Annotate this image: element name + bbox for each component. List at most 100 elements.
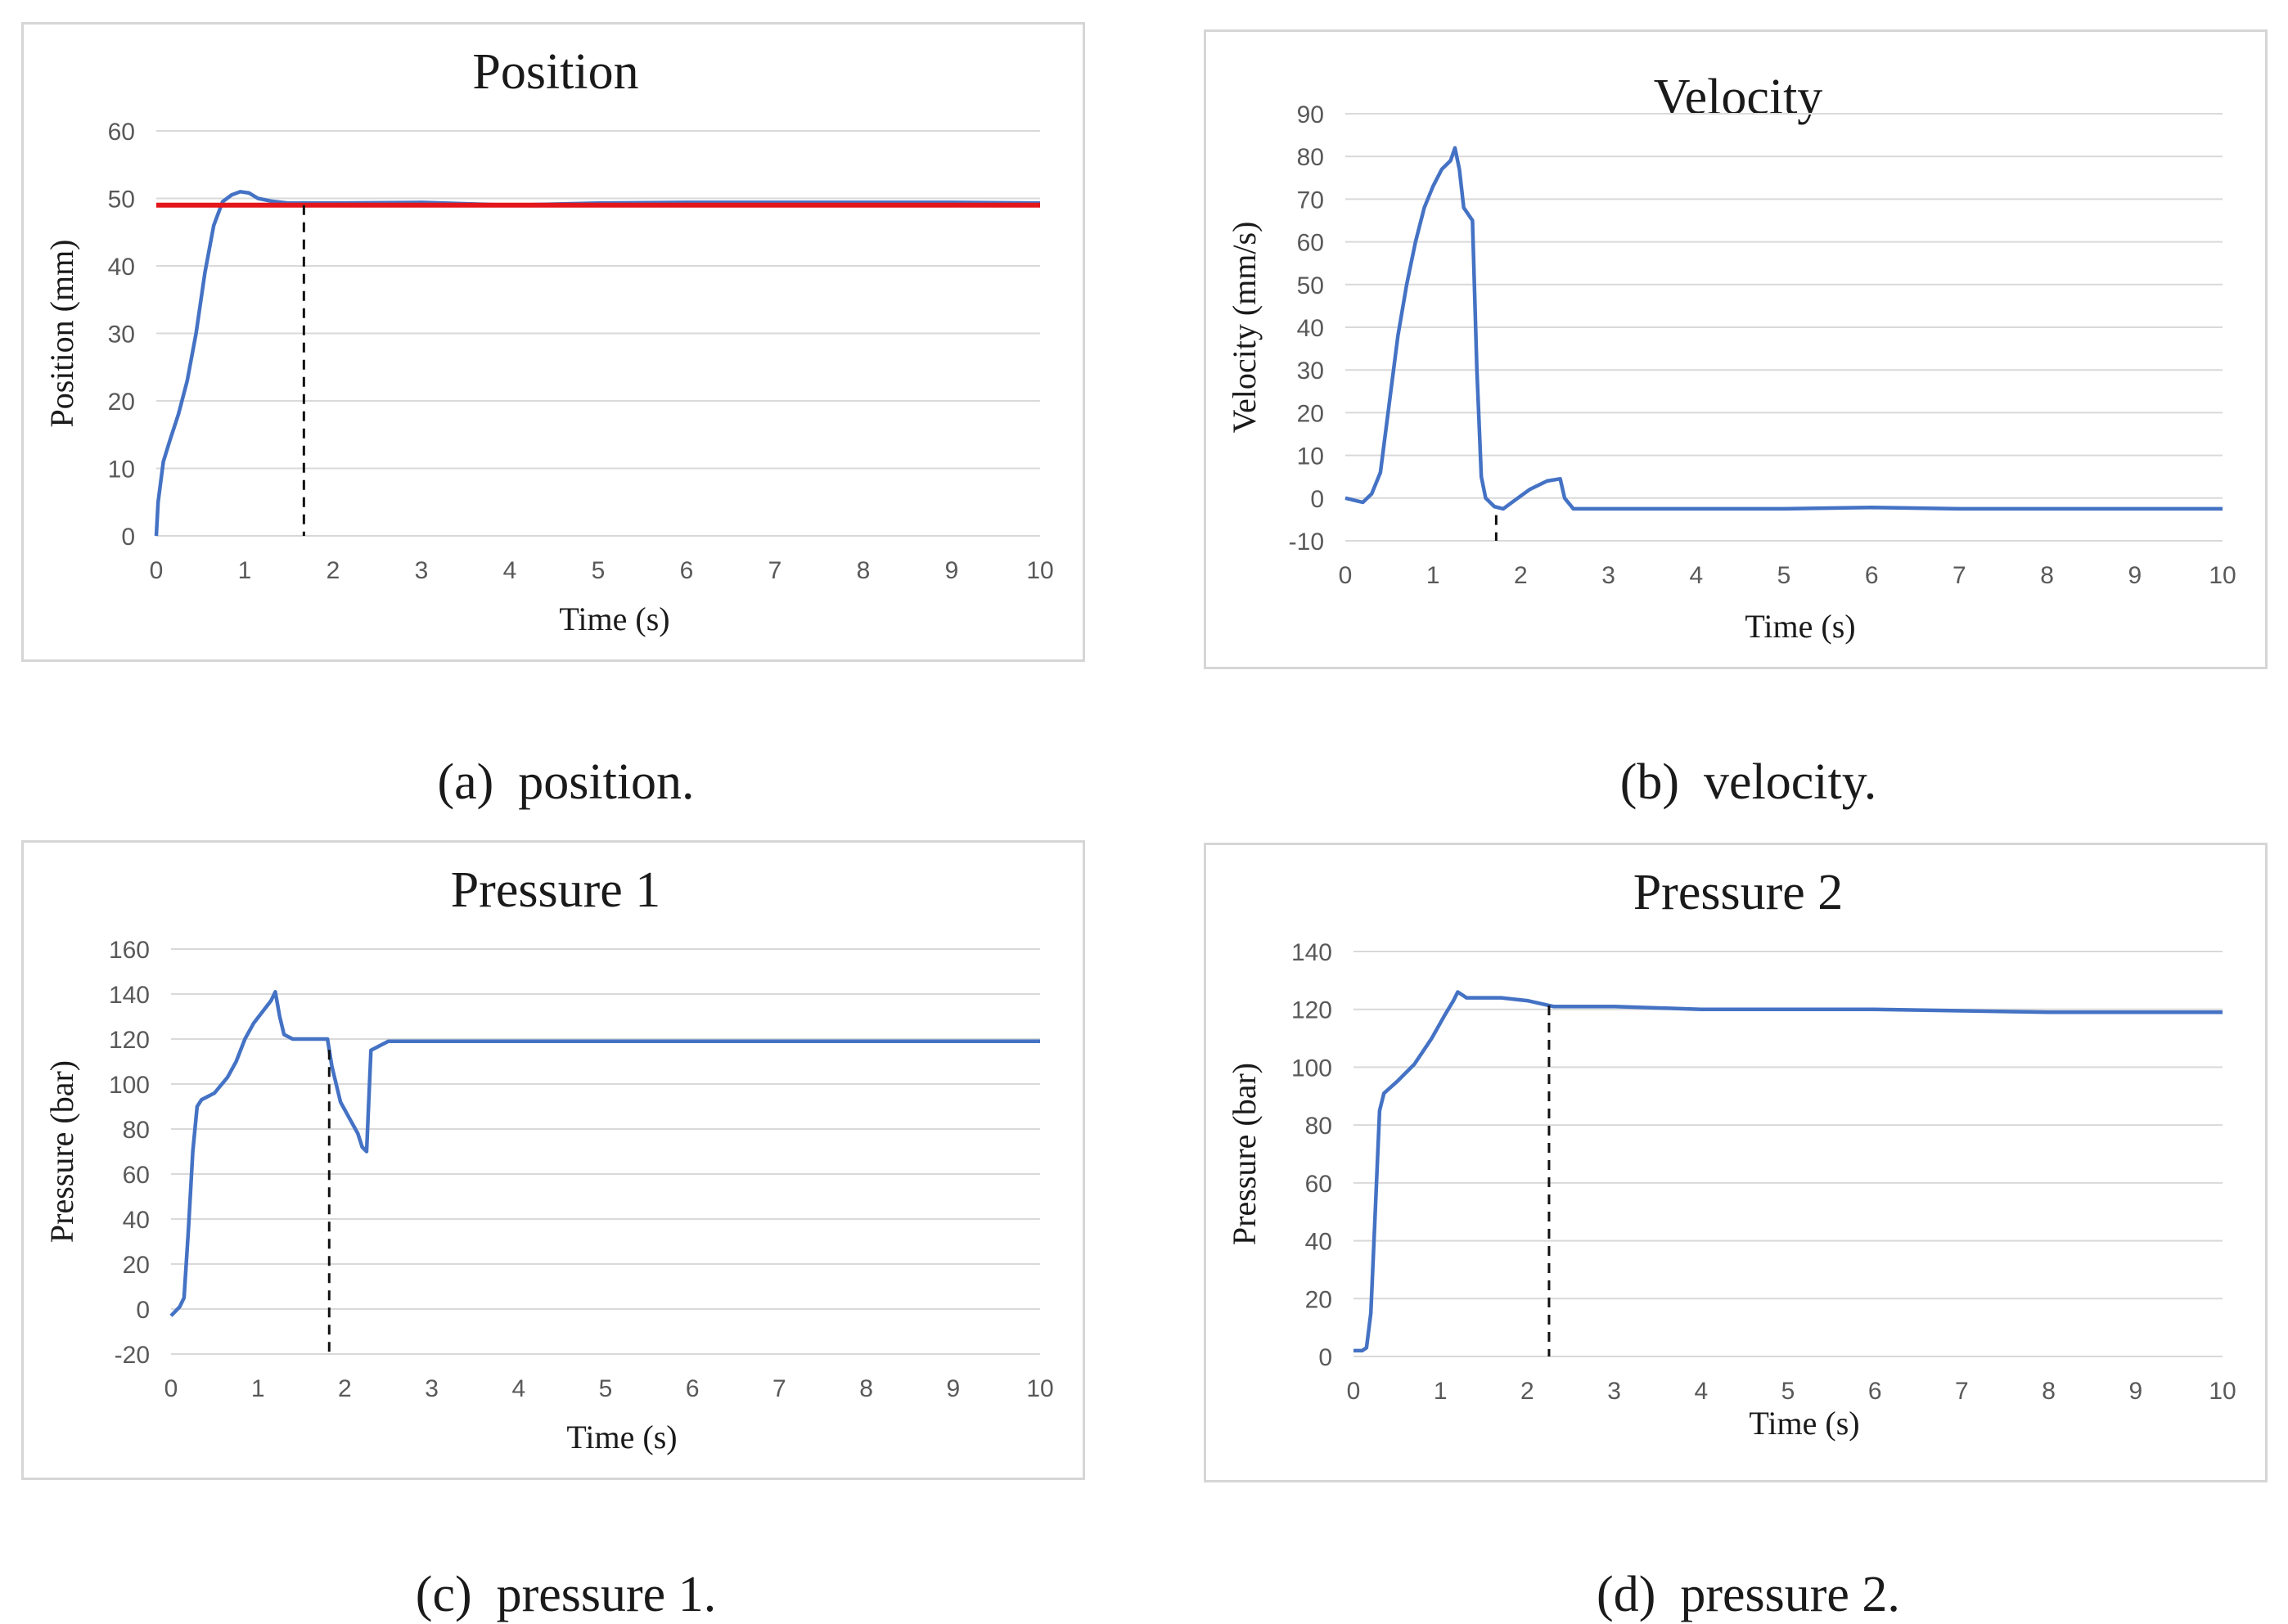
- y-tick-label: 120: [109, 1027, 150, 1054]
- y-tick-label: 20: [1305, 1286, 1332, 1313]
- x-tick-label: 8: [2040, 562, 2054, 589]
- chart-panel-velocity: Velocity -10 0 10 20 30 40 50 60 70 80 90 0 1 2 3 4 5 6 7 8 9…: [1204, 29, 2268, 669]
- x-tick-label: 0: [1347, 1378, 1361, 1405]
- pressure-1-chart: Pressure 1 -20 0 20 40 60 80 100 120 140 160 0 1 2 3 4 5…: [43, 862, 1054, 1455]
- x-tick-label: 10: [1026, 557, 1053, 584]
- x-axis-label: Time (s): [566, 1419, 677, 1455]
- y-tick-label: 30: [1297, 358, 1324, 385]
- y-axis-label: Velocity (mm/s): [1226, 222, 1263, 434]
- x-tick-label: 1: [1426, 562, 1440, 589]
- y-tick-label: 40: [123, 1207, 150, 1234]
- caption-d-label: (d): [1597, 1567, 1656, 1622]
- y-tick-label: 120: [1291, 997, 1332, 1024]
- x-tick-label: 9: [945, 557, 959, 584]
- x-tick-label: 4: [511, 1375, 525, 1402]
- x-tick-label: 3: [1601, 562, 1615, 589]
- x-tick-label: 7: [772, 1375, 786, 1402]
- x-tick-label: 10: [2209, 562, 2236, 589]
- x-tick-label: 5: [592, 557, 606, 584]
- y-tick-label: -10: [1289, 529, 1324, 556]
- x-tick-label: 6: [686, 1375, 700, 1402]
- caption-c: (c) pressure 1.: [21, 1508, 1085, 1624]
- chart-panel-position: Position 0 10 20 30 40 50 60 0 1 2 3 4 5 6 7 8 9 10 Time (s…: [21, 22, 1085, 662]
- y-tick-label: 60: [1305, 1171, 1332, 1198]
- caption-b-label: (b): [1619, 754, 1680, 810]
- y-tick-label: 60: [108, 119, 135, 146]
- series-line-velocity: [1344, 146, 2223, 511]
- chart-title: Velocity: [1654, 70, 1823, 125]
- caption-b-text: velocity.: [1704, 754, 1877, 810]
- caption-c-label: (c): [415, 1567, 472, 1622]
- x-tick-label: 8: [859, 1375, 873, 1402]
- x-tick-label: 2: [327, 557, 340, 584]
- series-line-position: [154, 190, 1041, 537]
- x-tick-label: 4: [1689, 562, 1703, 589]
- x-tick-label: 0: [1339, 562, 1353, 589]
- y-tick-label: 20: [1297, 400, 1324, 427]
- y-tick-label: 50: [108, 187, 135, 214]
- y-axis-label: Position (mm): [43, 239, 80, 427]
- y-tick-label: 50: [1297, 272, 1324, 299]
- y-tick-label: 40: [1305, 1229, 1332, 1256]
- y-tick-label: 70: [1297, 187, 1324, 214]
- x-tick-label: 6: [1868, 1378, 1882, 1405]
- x-tick-label: 3: [425, 1375, 439, 1402]
- x-tick-label: 0: [164, 1375, 178, 1402]
- y-tick-label: 30: [108, 322, 135, 349]
- y-tick-label: 80: [1305, 1113, 1332, 1140]
- y-tick-label: 80: [123, 1117, 150, 1144]
- x-tick-label: 4: [503, 557, 517, 584]
- x-tick-label: 7: [768, 557, 782, 584]
- x-tick-label: 2: [338, 1375, 352, 1402]
- y-tick-label: 60: [1297, 230, 1324, 257]
- y-tick-label: 0: [1318, 1344, 1332, 1371]
- y-tick-label: -20: [115, 1342, 150, 1369]
- x-tick-label: 5: [599, 1375, 613, 1402]
- x-tick-label: 10: [2209, 1378, 2236, 1405]
- x-tick-label: 8: [2042, 1378, 2056, 1405]
- y-tick-label: 0: [121, 524, 135, 551]
- y-tick-label: 20: [123, 1252, 150, 1279]
- caption-b: (b) velocity.: [1204, 695, 2268, 812]
- pressure-2-chart: Pressure 2 0 20 40 60 80 100 120 140 0 1 2 3 4 5 6 7 8 9 10…: [1226, 865, 2236, 1442]
- x-tick-label: 7: [1952, 562, 1966, 589]
- x-tick-label: 6: [1865, 562, 1879, 589]
- x-tick-label: 7: [1955, 1378, 1969, 1405]
- y-tick-label: 0: [136, 1297, 150, 1324]
- x-tick-label: 5: [1777, 562, 1791, 589]
- x-tick-label: 3: [1607, 1378, 1621, 1405]
- caption-d-text: pressure 2.: [1680, 1567, 1900, 1622]
- y-tick-label: 140: [1291, 939, 1332, 966]
- chart-title: Pressure 1: [451, 862, 661, 918]
- y-tick-label: 40: [1297, 315, 1324, 342]
- x-tick-label: 9: [2128, 1378, 2142, 1405]
- x-tick-label: 2: [1514, 562, 1528, 589]
- caption-c-text: pressure 1.: [496, 1567, 717, 1622]
- x-tick-label: 10: [1026, 1375, 1053, 1402]
- caption-a: (a) position.: [21, 695, 1085, 812]
- y-tick-label: 10: [108, 457, 135, 484]
- x-tick-label: 6: [680, 557, 694, 584]
- y-tick-label: 10: [1297, 443, 1324, 470]
- chart-title: Pressure 2: [1633, 865, 1844, 920]
- y-tick-label: 160: [109, 937, 150, 964]
- chart-title: Position: [472, 44, 638, 100]
- x-tick-label: 0: [150, 557, 164, 584]
- y-axis-label: Pressure (bar): [1226, 1063, 1263, 1245]
- y-tick-label: 80: [1297, 144, 1324, 171]
- series-line-pressure-1: [169, 990, 1040, 1317]
- x-axis-label: Time (s): [559, 601, 669, 637]
- y-tick-label: 60: [123, 1162, 150, 1189]
- x-axis-label: Time (s): [1749, 1405, 1859, 1442]
- chart-panel-pressure-2: Pressure 2 0 20 40 60 80 100 120 140 0 1 2 3 4 5 6 7 8 9 10…: [1204, 843, 2268, 1482]
- y-tick-label: 0: [1310, 486, 1324, 513]
- y-tick-label: 90: [1297, 101, 1324, 128]
- caption-a-text: position.: [518, 754, 695, 810]
- y-tick-label: 20: [108, 389, 135, 416]
- x-tick-label: 3: [415, 557, 429, 584]
- x-tick-label: 8: [857, 557, 871, 584]
- series-line-pressure-2: [1353, 990, 2223, 1353]
- y-tick-label: 140: [109, 982, 150, 1009]
- x-tick-label: 9: [946, 1375, 960, 1402]
- y-axis-label: Pressure (bar): [43, 1060, 80, 1243]
